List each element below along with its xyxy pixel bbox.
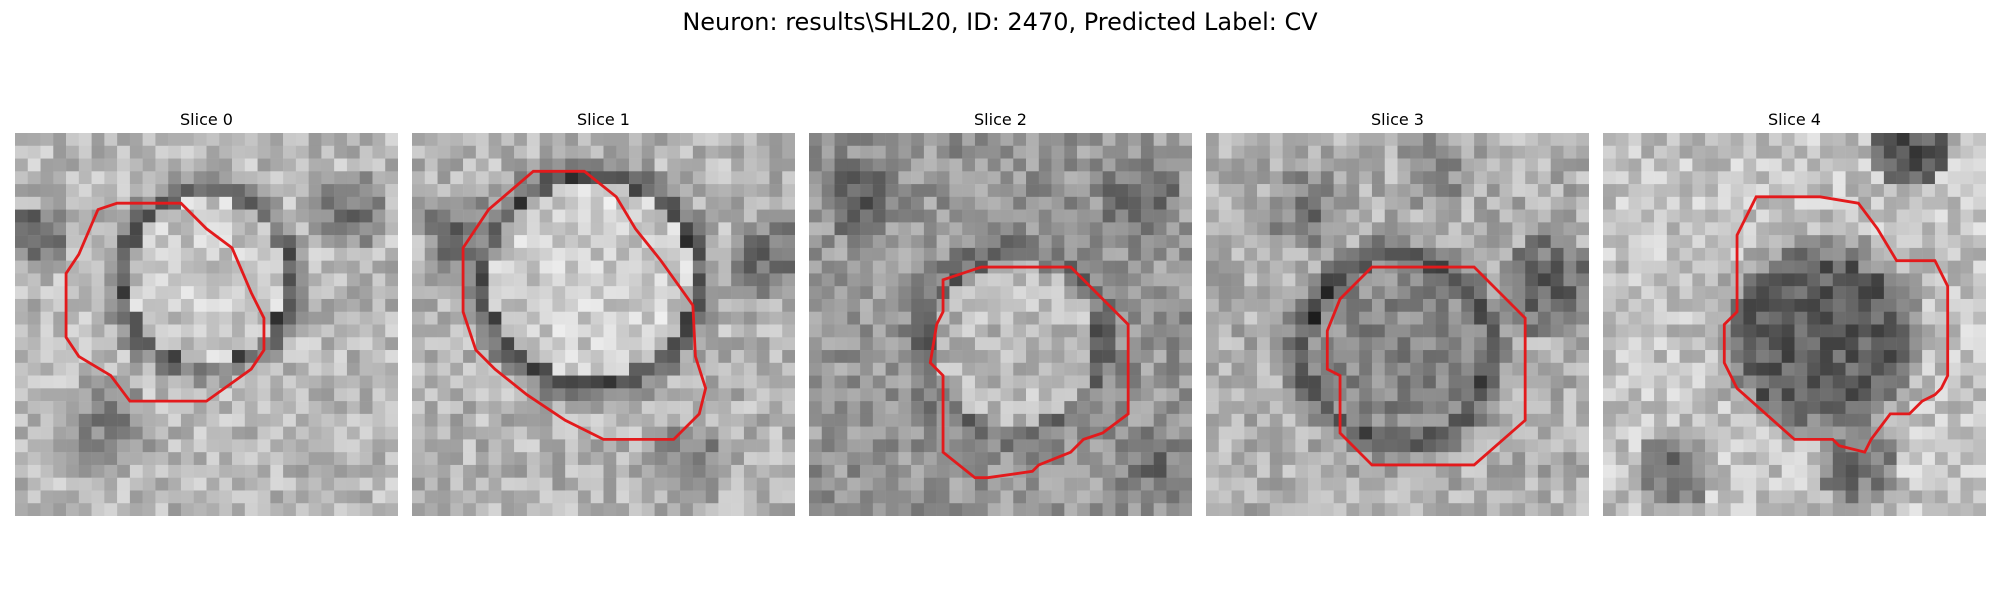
neuron-outline bbox=[928, 265, 1130, 480]
slice-label: Slice 1 bbox=[577, 110, 630, 129]
slice-label: Slice 2 bbox=[974, 110, 1027, 129]
neuron-outline bbox=[1325, 265, 1527, 467]
microscopy-slice-image bbox=[809, 133, 1192, 516]
microscopy-slice-image bbox=[15, 133, 398, 516]
neuron-outline bbox=[461, 169, 708, 441]
microscopy-slice-image bbox=[412, 133, 795, 516]
pixel-grid bbox=[15, 133, 398, 516]
slice-label: Slice 0 bbox=[180, 110, 233, 129]
pixel-grid bbox=[412, 133, 795, 516]
microscopy-slice-image bbox=[1206, 133, 1589, 516]
figure-title: Neuron: results\SHL20, ID: 2470, Predict… bbox=[682, 8, 1318, 36]
slice-label: Slice 4 bbox=[1768, 110, 1821, 129]
microscopy-slice-image bbox=[1603, 133, 1986, 516]
pixel-grid bbox=[1603, 133, 1986, 516]
neuron-outline bbox=[1722, 195, 1950, 454]
slice-label: Slice 3 bbox=[1371, 110, 1424, 129]
pixel-grid bbox=[809, 133, 1192, 516]
neuron-outline bbox=[64, 201, 266, 403]
pixel-grid bbox=[1206, 133, 1589, 516]
